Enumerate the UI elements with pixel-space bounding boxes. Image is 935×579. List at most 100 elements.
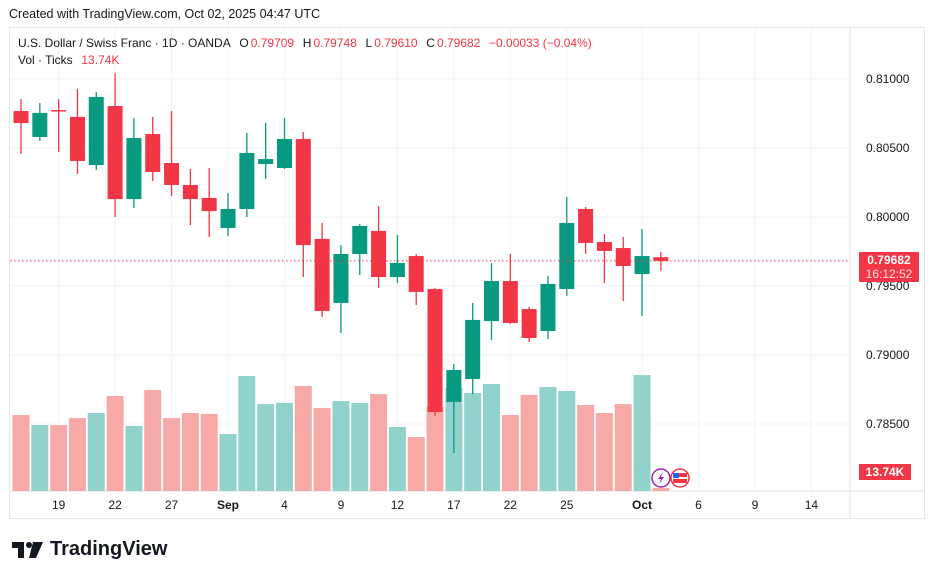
candle-body (559, 222, 575, 290)
time-tick-label: 22 (108, 498, 122, 512)
time-tick-label: 25 (560, 498, 574, 512)
candle-body (371, 230, 387, 278)
volume-bar (539, 387, 557, 491)
volume-bar (633, 375, 651, 491)
tradingview-logo-icon (12, 541, 43, 558)
volume-row: Vol · Ticks 13.74K (18, 52, 594, 69)
candle-body (333, 253, 349, 303)
price-tick-label: 0.80500 (866, 141, 910, 155)
volume-bar (144, 389, 162, 491)
chart-frame (9, 27, 925, 519)
candle-body (465, 319, 481, 380)
price-axis: 0.81000 0.80500 0.80000 0.79500 0.79000 0.785… (866, 72, 910, 431)
volume-bar (501, 415, 519, 491)
volume-bar (370, 394, 388, 491)
candle-body (427, 289, 443, 412)
candle-body (51, 110, 67, 112)
volume-bar (595, 413, 613, 491)
price-tick-label: 0.81000 (866, 72, 910, 86)
volume-bar (200, 413, 218, 491)
volume-bar (426, 406, 444, 491)
candles (13, 73, 669, 453)
volume-bars (12, 375, 670, 491)
volume-bar (68, 418, 86, 491)
candle-body (239, 152, 255, 209)
close-label: C (426, 36, 435, 50)
price-tag-value: 0.79682 (867, 253, 911, 267)
volume-bar (332, 401, 350, 491)
price-tick-label: 0.79500 (866, 279, 910, 293)
candle-body (521, 309, 537, 339)
volume-bar (181, 413, 199, 491)
tradingview-logo[interactable]: TradingView (12, 538, 167, 561)
volume-label[interactable]: Vol · Ticks (18, 53, 73, 67)
volume-bar (275, 403, 293, 491)
candle-body (258, 159, 274, 165)
low-label: L (365, 36, 373, 50)
price-tick-label: 0.79000 (866, 348, 910, 362)
volume-tag: 13.74K (859, 464, 911, 480)
volume-bar (577, 404, 595, 491)
time-tick-label: 6 (695, 498, 702, 512)
volume-bar (388, 427, 406, 491)
volume-bar (558, 391, 576, 491)
volume-bar (652, 488, 670, 491)
high-value: 0.79748 (313, 36, 357, 50)
time-tick-label: 9 (338, 498, 345, 512)
price-tag: 0.79682 16:12:52 (859, 252, 919, 282)
candle-body (276, 139, 292, 169)
close-value: 0.79682 (436, 36, 481, 50)
volume-bar (163, 418, 181, 491)
open-value: 0.79709 (250, 36, 295, 50)
lightning-icon[interactable] (651, 468, 671, 488)
time-tick-label: 4 (281, 498, 288, 512)
low-value: 0.79610 (374, 36, 418, 50)
symbol-title[interactable]: U.S. Dollar / Swiss Franc · 1D · OANDA (18, 36, 231, 50)
candle-body (126, 138, 142, 200)
tradingview-logo-text: TradingView (50, 538, 168, 560)
volume-bar (50, 425, 68, 491)
volume-tag-value: 13.74K (866, 465, 905, 479)
candle-body (220, 208, 236, 229)
candle-body (164, 163, 180, 185)
volume-bar (125, 425, 143, 491)
time-tick-label: 14 (805, 498, 819, 512)
volume-bar (483, 384, 500, 491)
candle-body (13, 111, 29, 124)
candle-body (578, 208, 594, 243)
volume-value: 13.74K (81, 53, 120, 67)
time-tick-label: 19 (52, 498, 66, 512)
candle-body (182, 184, 198, 200)
time-tick-label: Sep (217, 498, 239, 512)
volume-bar (12, 415, 30, 491)
us-flag-icon[interactable] (670, 468, 690, 488)
price-tick-label: 0.80000 (866, 210, 910, 224)
candle-body (145, 134, 161, 173)
candle-body (408, 256, 424, 292)
volume-bar (351, 403, 369, 491)
volume-bar (614, 404, 632, 491)
candle-body (314, 238, 330, 311)
time-tick-label: 12 (391, 498, 405, 512)
time-axis: 19 22 27 Sep 4 9 12 17 22 25 Oct 6 9 14 (52, 498, 818, 512)
time-tick-label: Oct (632, 498, 652, 512)
volume-bar (294, 385, 312, 491)
candle-body (634, 256, 650, 274)
candle-body (446, 370, 462, 402)
candle-body (69, 116, 85, 161)
candle-body (502, 281, 518, 323)
credit-text: Created with TradingView.com, Oct 02, 20… (9, 7, 321, 21)
ohlc-row: U.S. Dollar / Swiss Franc · 1D · OANDA O… (18, 35, 594, 52)
candle-body (88, 96, 104, 165)
volume-bar (407, 437, 425, 491)
volume-bar (106, 396, 124, 491)
volume-bar (238, 375, 256, 491)
candle-body (484, 281, 499, 322)
time-tick-label: 22 (504, 498, 518, 512)
candle-body (295, 139, 311, 246)
candle-body (540, 283, 556, 331)
volume-bar (520, 394, 538, 491)
volume-bar (31, 425, 49, 491)
price-tick-label: 0.78500 (866, 417, 910, 431)
